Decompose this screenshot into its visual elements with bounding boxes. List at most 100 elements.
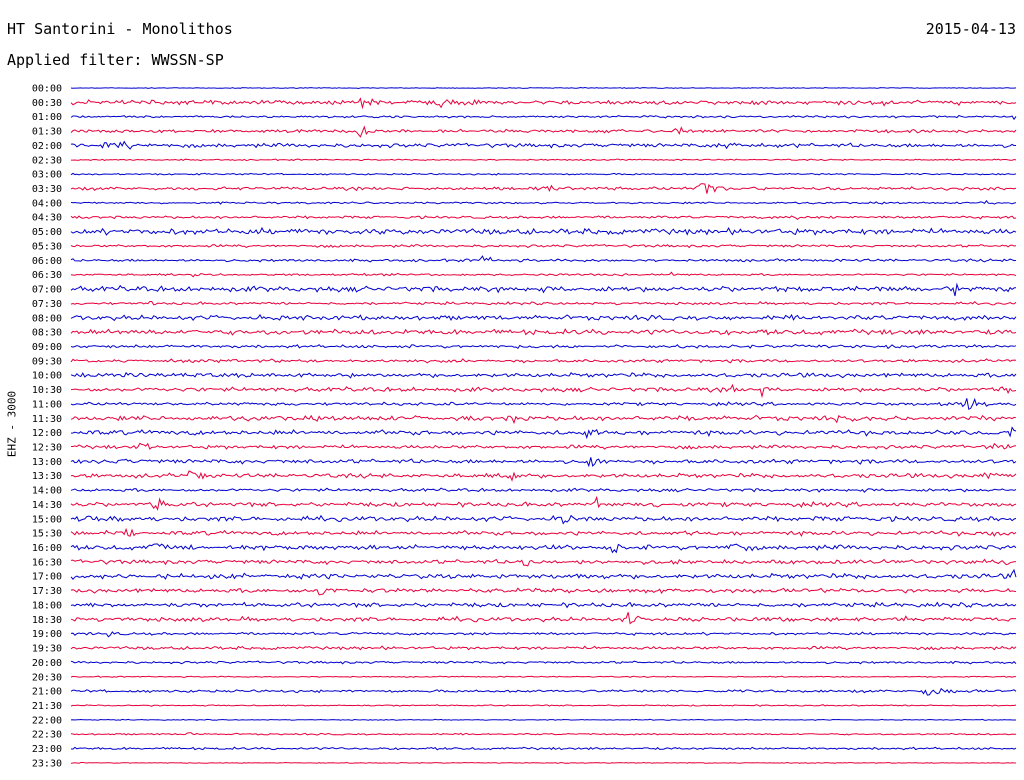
row-time-label: 04:30 [32,213,62,224]
trace-0130 [70,125,1017,138]
row-time-label: 03:30 [32,184,62,195]
trace-1530 [70,527,1017,538]
row-time-label: 15:00 [32,514,62,525]
row-time-label: 08:30 [32,328,62,339]
row-time-label: 04:00 [32,198,62,209]
row-time-label: 09:00 [32,342,62,353]
date-label: 2015-04-13 [925,20,1016,38]
trace-0430 [70,215,1017,221]
trace-1630 [70,558,1017,567]
trace-0700 [70,282,1017,297]
trace-2130 [70,704,1017,707]
trace-1500 [70,514,1017,525]
trace-1030 [70,383,1017,399]
trace-1900 [70,631,1017,638]
trace-1730 [70,587,1017,596]
trace-2000 [70,660,1017,665]
trace-2300 [70,746,1017,751]
row-time-label: 14:00 [32,486,62,497]
row-time-label: 23:00 [32,744,62,755]
row-time-label: 10:30 [32,385,62,396]
trace-0230 [71,158,1017,162]
row-time-label: 17:30 [32,586,62,597]
trace-0330 [70,183,1017,194]
row-time-label: 19:00 [32,629,62,640]
trace-1400 [70,487,1017,493]
row-time-label: 13:30 [32,471,62,482]
trace-0800 [70,313,1017,322]
trace-0830 [70,328,1017,336]
row-time-label: 21:30 [32,701,62,712]
row-time-label: 06:00 [32,256,62,267]
trace-1330 [70,470,1017,482]
row-time-label: 07:00 [32,285,62,296]
trace-1700 [70,568,1017,580]
trace-1130 [70,414,1017,425]
trace-1430 [70,495,1017,511]
row-time-label: 02:00 [32,141,62,152]
row-time-label: 07:30 [32,299,62,310]
row-time-label: 00:00 [32,84,62,95]
row-time-label: 01:30 [32,127,62,138]
row-time-label: 15:30 [32,529,62,540]
row-time-label: 08:00 [32,313,62,324]
row-time-label: 14:30 [32,500,62,511]
row-time-label: 10:00 [32,371,62,382]
row-time-label: 12:30 [32,443,62,454]
trace-1800 [70,601,1017,609]
row-time-label: 11:00 [32,399,62,410]
trace-1200 [70,426,1017,440]
row-time-label: 09:30 [32,356,62,367]
trace-0930 [70,358,1017,364]
trace-0730 [70,301,1017,306]
trace-0200 [70,140,1016,150]
row-time-label: 18:30 [32,615,62,626]
trace-1100 [70,397,1017,411]
trace-0600 [70,255,1017,263]
trace-1830 [70,612,1017,625]
row-time-label: 17:00 [32,572,62,583]
trace-0530 [70,243,1017,249]
trace-1230 [71,442,1017,450]
row-time-label: 18:00 [32,600,62,611]
trace-0500 [70,226,1017,236]
row-time-label: 16:00 [32,543,62,554]
trace-0900 [70,344,1017,350]
row-time-label: 00:30 [32,98,62,109]
trace-2230 [70,732,1017,736]
filter-label: Applied filter: WWSSN-SP [7,51,224,69]
row-time-label: 21:00 [32,687,62,698]
row-time-label: 12:00 [32,428,62,439]
row-time-label: 05:30 [32,241,62,252]
trace-0300 [70,172,1017,176]
row-time-label: 01:00 [32,112,62,123]
trace-2030 [70,675,1016,678]
station-title: HT Santorini - Monolithos [7,20,233,38]
row-time-label: 05:00 [32,227,62,238]
row-time-label: 19:30 [32,644,62,655]
row-time-label: 20:00 [32,658,62,669]
row-time-label: 02:30 [32,155,62,166]
row-time-label: 16:30 [32,557,62,568]
trace-2200 [70,718,1016,721]
trace-0000 [70,86,1017,90]
trace-1000 [70,371,1017,379]
trace-1930 [70,645,1017,651]
row-time-label: 22:30 [32,730,62,741]
trace-0630 [70,271,1017,278]
trace-2330 [70,761,1017,764]
trace-0030 [70,97,1017,110]
row-time-label: 22:00 [32,715,62,726]
trace-0400 [70,199,1017,205]
row-time-label: 03:00 [32,170,62,181]
row-time-label: 06:30 [32,270,62,281]
row-time-label: 20:30 [32,672,62,683]
row-time-label: 13:00 [32,457,62,468]
trace-0100 [70,114,1017,121]
row-time-label: 11:30 [32,414,62,425]
trace-1600 [70,543,1017,554]
row-time-label: 23:30 [32,758,62,769]
trace-1300 [70,457,1017,468]
trace-2100 [70,687,1017,696]
